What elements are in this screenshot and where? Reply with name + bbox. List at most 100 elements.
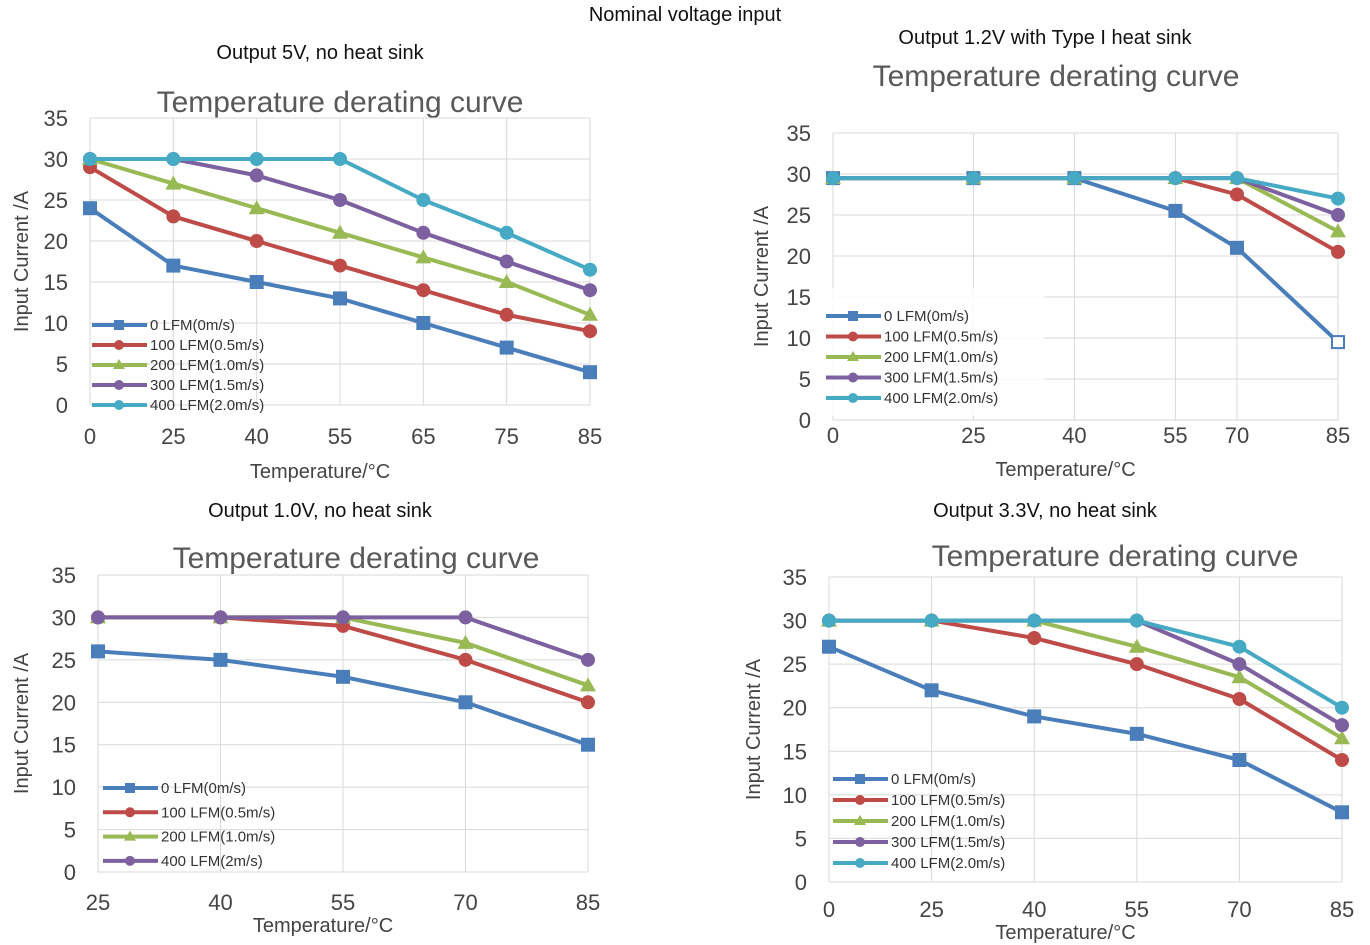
data-point <box>581 652 595 667</box>
x-tick-label: 55 <box>1125 897 1149 922</box>
x-tick-label: 25 <box>919 897 943 922</box>
legend-marker <box>848 393 858 403</box>
y-tick-label: 15 <box>44 270 68 295</box>
y-tick-label: 0 <box>795 870 807 895</box>
y-tick-label: 5 <box>795 826 807 851</box>
legend-label: 0 LFM(0m/s) <box>884 308 969 325</box>
y-tick-label: 0 <box>799 408 811 433</box>
data-point <box>249 168 264 183</box>
data-point <box>1128 638 1145 653</box>
chart-subtitle: Output 1.2V with Type I heat sink <box>898 27 1192 49</box>
data-point <box>166 209 181 224</box>
y-tick-label: 30 <box>783 609 807 634</box>
y-tick-label: 0 <box>56 393 68 418</box>
series-line <box>828 644 1343 815</box>
data-point <box>966 171 981 186</box>
data-point <box>1331 191 1345 206</box>
y-tick-label: 5 <box>64 818 76 843</box>
legend-marker <box>855 774 865 784</box>
legend-label: 100 LFM(0.5m/s) <box>891 792 1005 809</box>
x-tick-label: 70 <box>1225 423 1249 448</box>
chart-svg: Temperature derating curve 0 5 10 15 20 25 30 35… <box>11 542 600 937</box>
data-point <box>1335 753 1349 767</box>
y-tick-label: 20 <box>787 244 811 269</box>
data-point <box>457 634 474 649</box>
y-tick-label: 10 <box>787 326 811 351</box>
data-point <box>1331 208 1345 222</box>
data-point <box>499 307 514 322</box>
legend-marker <box>125 855 135 866</box>
legend-label: 200 LFM(1.0m/s) <box>891 813 1005 830</box>
series-1 <box>83 160 597 339</box>
chart-title: Temperature derating curve <box>157 86 524 119</box>
chart-panel-1-2v: Output 1.2V with Type I heat sink Temper… <box>720 0 1370 490</box>
chart-panel-3-3v: Output 3.3V, no heat sink Temperature de… <box>720 490 1370 945</box>
legend-background <box>822 288 1044 416</box>
data-point <box>83 152 97 166</box>
x-tick-label: 85 <box>576 890 600 915</box>
y-tick-label: 15 <box>52 733 76 758</box>
y-tick-label: 35 <box>787 121 811 146</box>
data-point <box>1027 631 1042 645</box>
x-tick-label: 65 <box>411 424 435 449</box>
y-tick-label: 35 <box>783 565 807 590</box>
series-0 <box>91 644 595 752</box>
x-tick-label: 0 <box>823 897 835 922</box>
legend-label: 300 LFM(1.5m/s) <box>891 834 1005 851</box>
x-tick-label: 85 <box>1326 423 1350 448</box>
series-4 <box>826 171 1345 206</box>
data-point <box>213 652 228 667</box>
data-point <box>91 644 105 659</box>
x-tick-label: 55 <box>328 424 352 449</box>
data-point <box>336 610 350 625</box>
y-tick-label: 15 <box>783 739 807 764</box>
legend-label: 100 LFM(0.5m/s) <box>884 329 998 346</box>
data-point <box>924 683 939 698</box>
data-point <box>416 316 431 330</box>
x-axis-label: Temperature/°C <box>995 459 1135 481</box>
data-point <box>249 275 264 289</box>
data-point <box>1232 657 1247 672</box>
data-point <box>1334 730 1350 745</box>
x-tick-label: 0 <box>827 423 839 448</box>
x-tick-label: 55 <box>1163 423 1187 448</box>
x-tick-label: 85 <box>1330 897 1354 922</box>
data-point <box>499 254 514 269</box>
series-0 <box>822 639 1349 820</box>
data-point <box>1232 639 1247 654</box>
y-tick-label: 30 <box>787 162 811 187</box>
y-tick-label: 30 <box>52 605 76 630</box>
legend: 0 LFM(0m/s) 100 LFM(0.5m/s) 200 LFM(1.0m/s… <box>103 780 275 870</box>
x-tick-label: 85 <box>578 424 602 449</box>
data-point <box>336 669 350 684</box>
x-tick-label: 25 <box>86 890 110 915</box>
data-point <box>1168 171 1183 186</box>
data-point <box>1231 669 1248 684</box>
chart-subtitle: Output 1.0V, no heat sink <box>208 500 432 522</box>
legend-label: 400 LFM(2.0m/s) <box>884 390 998 407</box>
page-title: Nominal voltage input <box>588 4 782 26</box>
data-point <box>822 639 836 654</box>
x-tick-label: 70 <box>1227 897 1251 922</box>
legend-label: 300 LFM(1.5m/s) <box>150 377 264 394</box>
data-point <box>1335 700 1349 715</box>
data-point <box>248 200 265 215</box>
legend-label: 0 LFM(0m/s) <box>891 771 976 788</box>
data-point <box>1027 709 1042 724</box>
legend-label: 400 LFM(2m/s) <box>161 853 263 870</box>
legend-label: 200 LFM(1.0m/s) <box>161 829 275 846</box>
y-tick-label: 5 <box>799 367 811 392</box>
data-point <box>249 152 264 166</box>
chart-title: Temperature derating curve <box>173 542 540 575</box>
y-tick-label: 30 <box>44 147 68 172</box>
series-line <box>829 618 1344 727</box>
data-point <box>583 365 597 380</box>
data-point <box>498 274 515 288</box>
y-tick-label: 10 <box>52 775 76 800</box>
x-tick-label: 40 <box>1022 897 1046 922</box>
legend-marker <box>855 858 865 868</box>
legend-marker <box>855 837 865 847</box>
data-point <box>333 152 347 166</box>
legend-marker <box>854 815 866 825</box>
legend-marker <box>855 795 865 805</box>
